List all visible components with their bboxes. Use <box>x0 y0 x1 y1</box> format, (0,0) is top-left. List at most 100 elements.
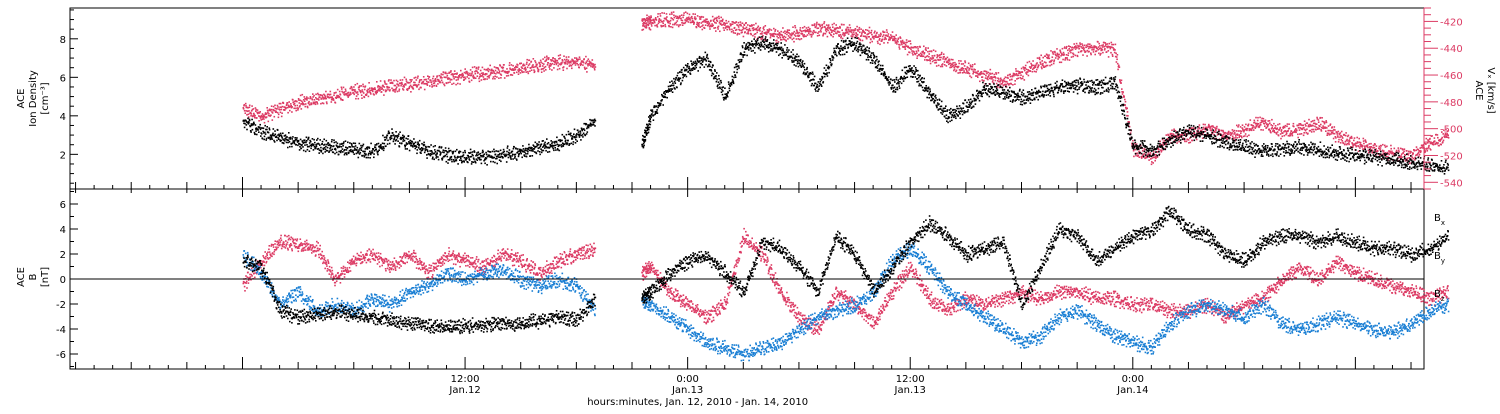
data-point-top-density-left <box>524 149 526 151</box>
data-point-top-density-left <box>459 159 461 161</box>
data-point-top-vx-right <box>550 59 552 61</box>
data-point-top-vx-right <box>590 62 593 65</box>
data-point-top-vx-right <box>270 108 273 111</box>
data-point-top-density-left <box>243 126 246 129</box>
data-point-top-density-left <box>247 123 250 125</box>
data-point-top-vx-right <box>1076 47 1078 49</box>
data-point-top-vx-right <box>1011 78 1013 81</box>
data-point-top-vx-right <box>885 38 887 40</box>
data-point-top-density-left <box>351 145 353 148</box>
data-point-top-vx-right <box>256 111 258 114</box>
data-point-top-vx-right <box>837 31 839 33</box>
data-point-top-vx-right <box>1107 56 1110 58</box>
data-point-top-vx-right <box>1080 50 1083 52</box>
data-point-top-vx-right <box>245 110 248 112</box>
data-point-top-vx-right <box>946 56 949 59</box>
data-point-top-density-left <box>352 151 354 154</box>
data-point-top-vx-right <box>924 56 926 59</box>
data-point-top-vx-right <box>791 32 793 34</box>
data-point-top-vx-right <box>1041 60 1043 62</box>
data-point-top-density-left <box>783 51 786 54</box>
data-point-top-density-left <box>505 154 508 157</box>
data-point-top-density-left <box>376 152 379 154</box>
data-point-top-vx-right <box>319 94 322 96</box>
data-point-top-vx-right <box>995 72 997 74</box>
data-point-top-vx-right <box>798 34 801 37</box>
data-point-top-vx-right <box>467 74 470 76</box>
data-point-top-density-left <box>544 141 546 144</box>
data-point-top-vx-right <box>431 85 434 87</box>
data-point-top-vx-right <box>242 108 245 110</box>
data-point-top-vx-right <box>387 86 390 89</box>
data-point-top-vx-right <box>280 106 282 109</box>
data-point-top-vx-right <box>359 91 362 94</box>
data-point-top-vx-right <box>593 67 596 69</box>
data-point-top-vx-right <box>941 63 944 65</box>
data-point-top-vx-right <box>1347 134 1350 137</box>
data-point-top-density-left <box>570 142 573 145</box>
data-point-top-vx-right <box>1238 124 1240 126</box>
data-point-top-vx-right <box>331 96 334 98</box>
data-point-top-vx-right <box>1166 138 1169 140</box>
data-point-top-vx-right <box>817 27 820 29</box>
data-point-top-vx-right <box>727 20 730 23</box>
data-point-top-vx-right <box>947 59 950 62</box>
data-point-top-vx-right <box>1276 131 1279 133</box>
data-point-top-vx-right <box>1442 141 1444 143</box>
data-point-top-density-left <box>474 161 477 164</box>
data-point-top-vx-right <box>1341 135 1343 138</box>
data-point-top-density-left <box>467 154 469 157</box>
data-point-top-vx-right <box>681 24 684 26</box>
data-point-top-density-left <box>694 60 697 63</box>
data-point-top-vx-right <box>1372 144 1375 147</box>
data-point-top-vx-right <box>1433 137 1436 139</box>
data-point-top-density-left <box>786 49 788 51</box>
data-point-top-vx-right <box>1058 53 1060 56</box>
data-point-top-vx-right <box>1064 46 1066 48</box>
data-point-top-vx-right <box>372 90 374 93</box>
data-point-top-vx-right <box>1121 88 1123 90</box>
data-point-top-vx-right <box>373 94 375 96</box>
data-point-top-vx-right <box>1177 135 1179 138</box>
data-point-top-vx-right <box>1334 141 1337 143</box>
data-point-top-vx-right <box>1053 59 1056 61</box>
data-point-top-vx-right <box>1113 51 1116 54</box>
data-point-top-density-left <box>335 141 337 143</box>
data-point-top-vx-right <box>561 59 564 61</box>
data-point-top-density-left <box>369 157 371 159</box>
data-point-top-vx-right <box>985 70 988 73</box>
data-point-top-density-left <box>662 104 664 106</box>
data-point-top-vx-right <box>887 33 890 35</box>
data-point-top-vx-right <box>816 35 819 37</box>
data-point-top-vx-right <box>1145 156 1147 159</box>
data-point-top-density-left <box>779 53 781 55</box>
data-point-top-vx-right <box>244 102 247 105</box>
data-point-top-density-left <box>473 158 475 161</box>
data-point-top-vx-right <box>1266 123 1268 125</box>
data-point-top-vx-right <box>1115 61 1118 63</box>
data-point-top-vx-right <box>1407 154 1410 156</box>
data-point-top-density-left <box>418 139 421 142</box>
data-point-top-vx-right <box>1214 131 1216 133</box>
data-point-top-density-left <box>369 152 372 154</box>
data-point-top-vx-right <box>556 59 559 62</box>
data-point-top-vx-right <box>1039 61 1042 64</box>
data-point-top-vx-right <box>1311 128 1313 131</box>
data-point-top-vx-right <box>952 58 954 61</box>
data-point-top-vx-right <box>1415 149 1417 152</box>
data-point-top-vx-right <box>460 69 462 72</box>
data-point-top-vx-right <box>789 33 791 35</box>
data-point-top-density-left <box>459 156 461 158</box>
data-point-top-vx-right <box>988 77 991 80</box>
data-point-top-vx-right <box>702 16 705 18</box>
data-point-top-density-left <box>576 133 578 135</box>
data-point-top-vx-right <box>368 91 371 93</box>
data-point-top-vx-right <box>518 68 520 70</box>
data-point-top-density-left <box>409 141 412 144</box>
data-point-top-vx-right <box>303 103 305 106</box>
data-point-top-vx-right <box>532 66 535 69</box>
data-point-top-vx-right <box>404 83 407 85</box>
data-point-top-vx-right <box>527 70 529 73</box>
data-point-top-vx-right <box>940 56 942 59</box>
data-point-top-density-left <box>689 73 692 75</box>
